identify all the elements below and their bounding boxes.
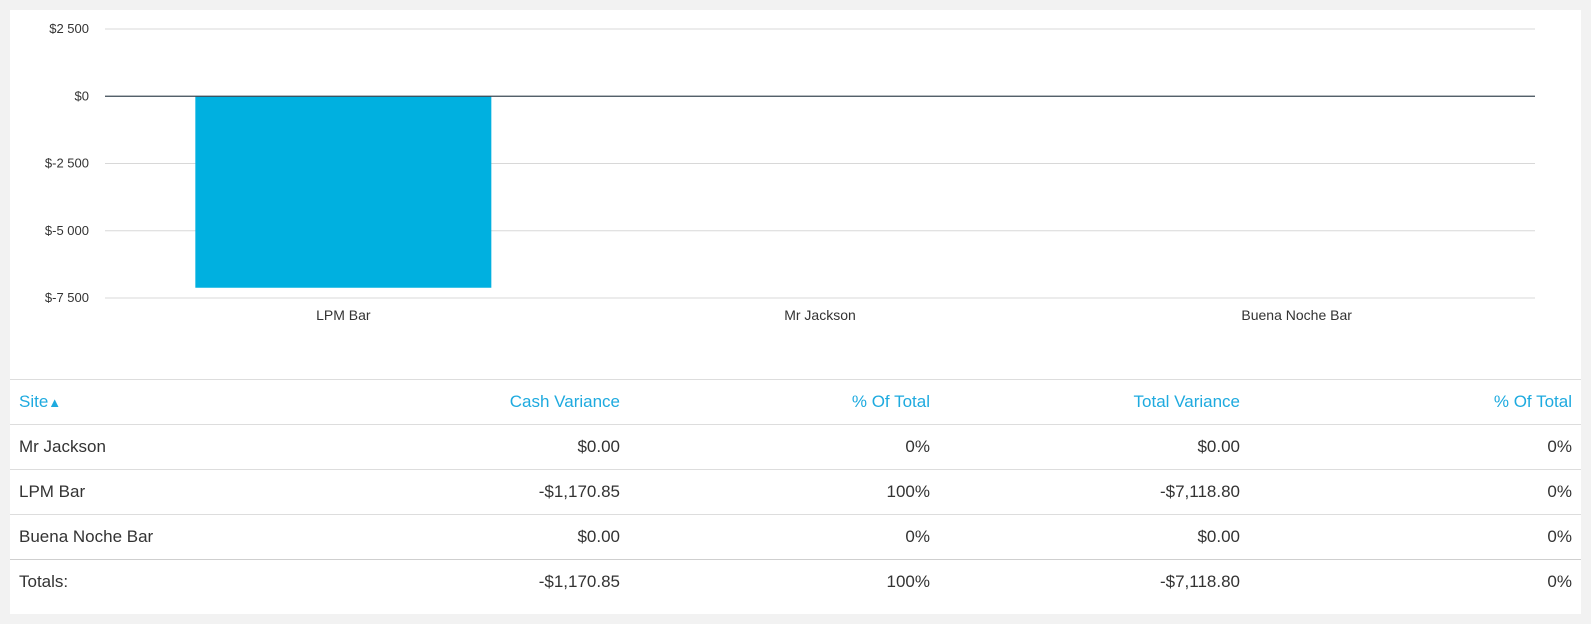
cell-total-variance: $0.00 (939, 514, 1249, 560)
totals-pct-of-total-variance: 0% (1249, 559, 1581, 604)
cell-cash-variance: -$1,170.85 (308, 469, 629, 515)
x-tick-label: Buena Noche Bar (1241, 307, 1352, 323)
totals-pct-of-total-cash: 100% (629, 559, 939, 604)
totals-total-variance: -$7,118.80 (939, 559, 1249, 604)
cell-pct-of-total-cash: 100% (629, 469, 939, 515)
column-header-total-variance[interactable]: Total Variance (939, 379, 1249, 425)
column-header-site-label: Site (19, 392, 49, 411)
cell-cash-variance: $0.00 (308, 424, 629, 470)
y-tick-label: $0 (75, 88, 89, 103)
variance-bar-chart: $2 500 $0 $-2 500 $-5 000 $-7 500 LPM Bar Mr … (45, 21, 1535, 323)
variance-panel: $2 500 $0 $-2 500 $-5 000 $-7 500 LPM Bar Mr … (10, 10, 1581, 614)
cell-pct-of-total-cash: 0% (629, 424, 939, 470)
totals-row: Totals: -$1,170.85 100% -$7,118.80 0% (10, 559, 1581, 604)
totals-label: Totals: (10, 559, 308, 604)
y-tick-label: $-5 000 (45, 223, 89, 238)
x-tick-label: LPM Bar (316, 307, 371, 323)
column-header-pct-of-total-variance[interactable]: % Of Total (1249, 379, 1581, 425)
table-header-row: Site▲ Cash Variance % Of Total Total Var… (10, 379, 1581, 425)
bar (195, 96, 492, 288)
y-tick-label: $-2 500 (45, 156, 89, 171)
cell-pct-of-total-cash: 0% (629, 514, 939, 560)
table-row: LPM Bar -$1,170.85 100% -$7,118.80 0% (10, 469, 1581, 515)
cell-pct-of-total-variance: 0% (1249, 424, 1581, 470)
cell-site: LPM Bar (10, 469, 308, 515)
cell-pct-of-total-variance: 0% (1249, 514, 1581, 560)
x-tick-label: Mr Jackson (784, 307, 856, 323)
column-header-pct-of-total-cash[interactable]: % Of Total (629, 379, 939, 425)
sort-ascending-icon: ▲ (48, 395, 62, 410)
totals-cash-variance: -$1,170.85 (308, 559, 629, 604)
y-tick-label: $2 500 (49, 21, 89, 36)
cell-pct-of-total-variance: 0% (1249, 469, 1581, 515)
y-tick-label: $-7 500 (45, 290, 89, 305)
cell-cash-variance: $0.00 (308, 514, 629, 560)
cell-site: Buena Noche Bar (10, 514, 308, 560)
chart-bars (195, 96, 492, 288)
cell-total-variance: -$7,118.80 (939, 469, 1249, 515)
cell-total-variance: $0.00 (939, 424, 1249, 470)
table-row: Mr Jackson $0.00 0% $0.00 0% (10, 424, 1581, 470)
site-variance-table: Site▲ Cash Variance % Of Total Total Var… (10, 379, 1581, 604)
chart-y-axis: $2 500 $0 $-2 500 $-5 000 $-7 500 (45, 21, 89, 305)
column-header-cash-variance[interactable]: Cash Variance (308, 379, 629, 425)
cell-site: Mr Jackson (10, 424, 308, 470)
column-header-site[interactable]: Site▲ (10, 379, 308, 425)
chart-x-axis: LPM Bar Mr Jackson Buena Noche Bar (316, 307, 1352, 323)
table-row: Buena Noche Bar $0.00 0% $0.00 0% (10, 514, 1581, 560)
